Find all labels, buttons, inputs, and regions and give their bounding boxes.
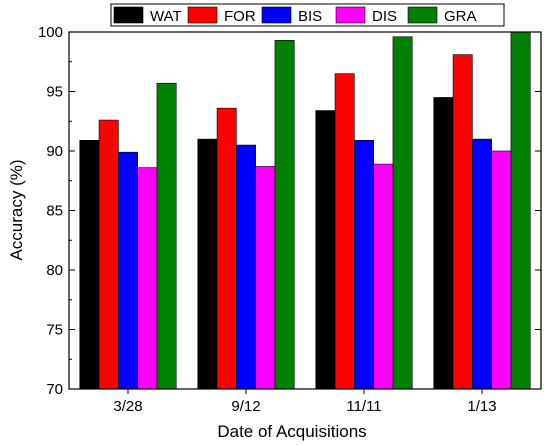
x-tick-label: 1/13 [467, 398, 496, 415]
y-tick-label: 75 [46, 322, 63, 339]
bar-gra-0 [156, 82, 177, 390]
legend-label-wat: WAT [150, 8, 182, 25]
y-tick-label: 80 [46, 262, 63, 279]
x-tick-label: 11/11 [346, 398, 381, 415]
x-ticks: 3/28 9/12 11/11 1/13 [113, 389, 497, 415]
legend-label-for: FOR [224, 8, 256, 25]
bar-gra-2 [392, 36, 413, 390]
x-axis-label: Date of Acquisitions [217, 422, 366, 441]
bar-bis-0 [118, 151, 138, 390]
y-tick-label: 90 [46, 143, 63, 160]
bar-gra-1 [274, 40, 295, 390]
bar-wat-0 [79, 139, 100, 390]
bar-dis-2 [373, 163, 394, 390]
bar-for-3 [452, 54, 473, 390]
legend-swatch-wat [113, 6, 144, 24]
y-tick-label: 85 [46, 203, 63, 220]
legend-swatch-for [187, 6, 218, 24]
y-tick-label: 95 [46, 84, 63, 101]
bar-wat-2 [315, 110, 336, 390]
legend-swatch-gra [407, 6, 438, 24]
bar-wat-1 [197, 138, 218, 390]
bar-for-1 [216, 107, 237, 390]
bar-bis-2 [354, 139, 374, 390]
bar-gra-3 [510, 31, 531, 390]
legend-label-dis: DIS [372, 8, 397, 25]
bars-group [79, 31, 531, 390]
bar-bis-1 [236, 144, 256, 390]
legend: WAT FOR BIS DIS GRA [110, 3, 505, 27]
bar-for-2 [334, 73, 355, 390]
legend-swatch-dis [335, 6, 366, 24]
legend-swatch-bis [261, 6, 292, 24]
bar-wat-3 [433, 97, 454, 390]
bar-for-0 [98, 119, 119, 390]
legend-label-gra: GRA [444, 8, 477, 25]
x-tick-label: 9/12 [231, 398, 260, 415]
y-axis-label: Accuracy (%) [7, 159, 26, 260]
y-tick-label: 100 [38, 24, 63, 41]
bar-bis-3 [472, 138, 492, 390]
x-tick-label: 3/28 [113, 398, 142, 415]
bar-dis-1 [255, 166, 276, 390]
legend-label-bis: BIS [298, 8, 322, 25]
bar-dis-0 [137, 167, 158, 390]
y-ticks: 70 75 80 85 90 95 100 [38, 24, 541, 398]
bar-dis-3 [491, 150, 512, 390]
y-tick-label: 70 [46, 381, 63, 398]
